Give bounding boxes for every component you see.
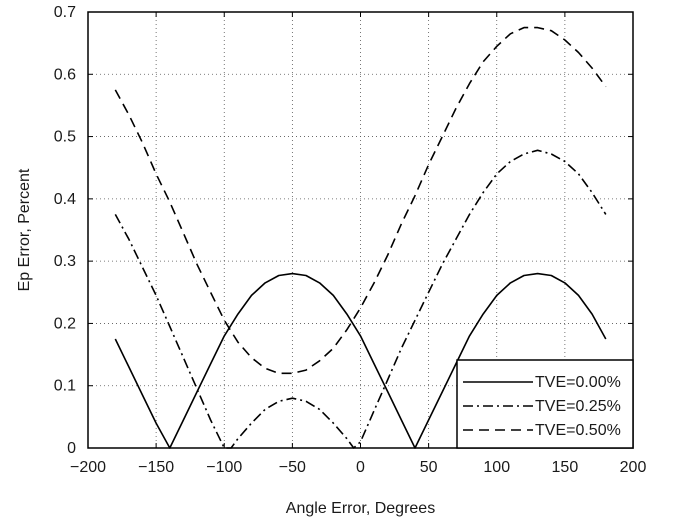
x-tick-label: 50 — [420, 459, 438, 476]
legend: TVE=0.00% TVE=0.25% TVE=0.50% — [456, 359, 634, 449]
axis-ticks: −200 −150 −100 −50 0 50 100 150 200 0 0.1 0.2 0.3 0.4… — [54, 4, 647, 476]
x-tick-label: 0 — [356, 459, 365, 476]
y-axis-label: Ep Error, Percent — [16, 168, 33, 291]
series-line-dash — [114, 26, 607, 375]
legend-label: TVE=0.00% — [535, 374, 621, 391]
legend-label: TVE=0.50% — [535, 422, 621, 439]
legend-label: TVE=0.25% — [535, 398, 621, 415]
legend-box — [456, 359, 634, 449]
x-tick-label: 200 — [620, 459, 647, 476]
x-axis-label: Angle Error, Degrees — [286, 500, 435, 517]
x-tick-label: −100 — [206, 459, 242, 476]
grid — [88, 12, 633, 448]
y-tick-label: 0.5 — [54, 129, 76, 146]
y-tick-label: 0.2 — [54, 315, 76, 332]
x-tick-label: 150 — [552, 459, 579, 476]
x-tick-label: 100 — [483, 459, 510, 476]
y-tick-label: 0.1 — [54, 378, 76, 395]
y-tick-label: 0.7 — [54, 4, 76, 21]
x-tick-label: −150 — [138, 459, 174, 476]
series-line-solid — [114, 272, 607, 449]
y-tick-label: 0.6 — [54, 66, 76, 83]
x-tick-label: −200 — [70, 459, 106, 476]
x-tick-label: −50 — [279, 459, 306, 476]
y-tick-label: 0.3 — [54, 253, 76, 270]
y-tick-label: 0 — [67, 440, 76, 457]
y-tick-label: 0.4 — [54, 191, 76, 208]
